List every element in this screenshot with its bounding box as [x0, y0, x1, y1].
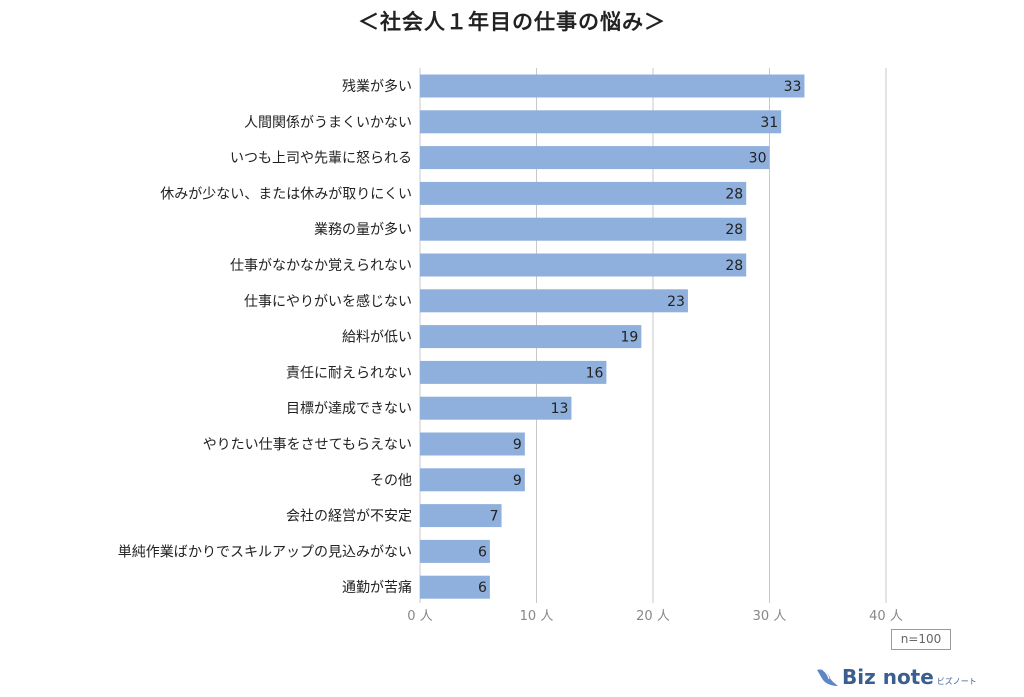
brand-logo: Biz note ビズノート — [814, 664, 977, 690]
bird-logo-icon — [817, 669, 838, 686]
bar — [420, 289, 688, 313]
bar — [420, 253, 747, 277]
x-tick-label: 10 人 — [520, 609, 554, 624]
category-label: 単純作業ばかりでスキルアップの見込みがない — [118, 544, 412, 560]
x-tick-label: 20 人 — [636, 609, 670, 624]
value-label: 23 — [667, 294, 685, 310]
category-label: 責任に耐えられない — [286, 365, 412, 381]
x-tick-labels: 0 人 10 人 20 人 30 人 40 人 — [407, 609, 903, 624]
brand-subtitle: ビズノート — [936, 676, 977, 686]
value-label: 6 — [478, 580, 487, 596]
x-tick-label: 0 人 — [407, 609, 432, 624]
value-label: 19 — [621, 330, 639, 346]
value-label: 28 — [725, 186, 743, 202]
category-label: いつも上司や先輩に怒られる — [230, 151, 412, 167]
value-label: 7 — [490, 509, 499, 525]
value-label: 31 — [760, 115, 778, 131]
value-label: 9 — [513, 473, 522, 489]
value-label: 6 — [478, 544, 487, 560]
category-label: その他 — [370, 473, 412, 489]
bars — [420, 74, 805, 599]
bar — [420, 504, 502, 528]
category-label: 会社の経営が不安定 — [286, 509, 412, 525]
value-label: 28 — [725, 222, 743, 238]
bar — [420, 146, 770, 170]
category-label: 休みが少ない、または休みが取りにくい — [160, 186, 412, 202]
bar — [420, 575, 490, 599]
bar — [420, 217, 747, 241]
value-label: 9 — [513, 437, 522, 453]
category-label: やりたい仕事をさせてもらえない — [203, 437, 412, 453]
value-label: 33 — [784, 79, 802, 95]
value-label: 16 — [586, 365, 604, 381]
bar — [420, 74, 805, 98]
category-label: 仕事にやりがいを感じない — [244, 293, 412, 310]
brand-name: Biz note — [842, 665, 934, 689]
bar — [420, 360, 607, 384]
value-label: 30 — [749, 151, 767, 167]
bar — [420, 110, 782, 134]
bar — [420, 432, 525, 456]
sample-size-badge: n=100 — [891, 629, 951, 650]
bar — [420, 468, 525, 492]
bar — [420, 181, 747, 205]
category-label: 仕事がなかなか覚えられない — [230, 258, 412, 274]
bar — [420, 539, 490, 563]
chart-title: ＜社会人１年目の仕事の悩み＞ — [358, 10, 666, 34]
x-tick-label: 30 人 — [753, 609, 787, 624]
value-labels: 33 31 30 28 28 28 23 19 16 13 9 9 7 6 6 — [478, 79, 801, 596]
x-tick-label: 40 人 — [869, 609, 903, 624]
value-label: 13 — [551, 401, 569, 417]
category-label: 残業が多い — [342, 78, 412, 95]
category-label: 給料が低い — [342, 330, 412, 346]
category-label: 人間関係がうまくいかない — [244, 115, 412, 131]
category-label: 通勤が苦痛 — [342, 579, 412, 596]
category-label: 目標が達成できない — [286, 401, 412, 417]
bar — [420, 396, 572, 420]
category-labels: 残業が多い人間関係がうまくいかないいつも上司や先輩に怒られる休みが少ない、または… — [118, 78, 412, 596]
bar — [420, 325, 642, 349]
value-label: 28 — [725, 258, 743, 274]
category-label: 業務の量が多い — [314, 221, 412, 238]
